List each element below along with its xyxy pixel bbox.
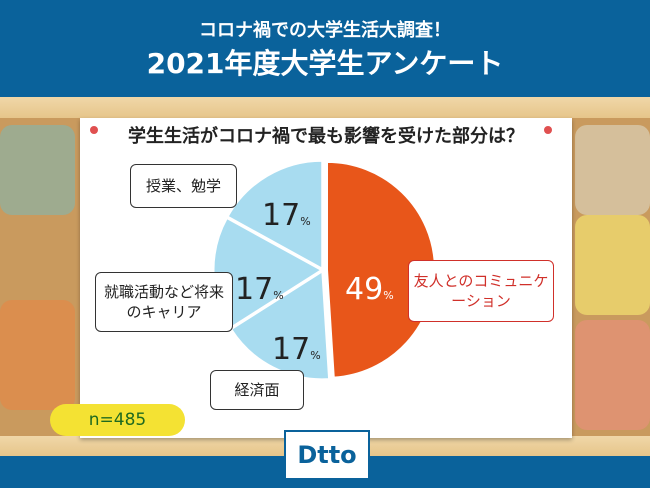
pin-icon — [90, 126, 98, 134]
pie-slice — [226, 159, 324, 271]
wood-frame-top — [0, 97, 650, 118]
callout-label: 就職活動など将来のキャリア — [95, 272, 233, 332]
decor-illustration — [575, 320, 650, 430]
decor-illustration — [0, 125, 75, 215]
data-label: 17% — [262, 198, 311, 233]
decor-illustration — [575, 125, 650, 215]
data-label: 49% — [345, 272, 394, 307]
pin-icon — [544, 126, 552, 134]
sample-size-badge: n=485 — [50, 404, 185, 436]
data-label: 17% — [235, 272, 284, 307]
dtto-logo: Dtto — [284, 430, 370, 480]
callout-label: 友人とのコミュニケーション — [408, 260, 554, 322]
callout-label: 経済面 — [210, 370, 304, 410]
decor-illustration — [0, 300, 75, 410]
header-title: 2021年度大学生アンケート — [146, 47, 504, 80]
chart-title: 学生生活がコロナ禍で最も影響を受けた部分は？ — [128, 126, 524, 147]
callout-label: 授業、勉学 — [130, 164, 237, 208]
data-label: 17% — [272, 332, 321, 367]
header: コロナ禍での大学生活大調査！ 2021年度大学生アンケート — [0, 0, 650, 97]
header-subtitle: コロナ禍での大学生活大調査！ — [199, 20, 451, 41]
pie-slice — [229, 269, 331, 381]
decor-illustration — [575, 215, 650, 315]
